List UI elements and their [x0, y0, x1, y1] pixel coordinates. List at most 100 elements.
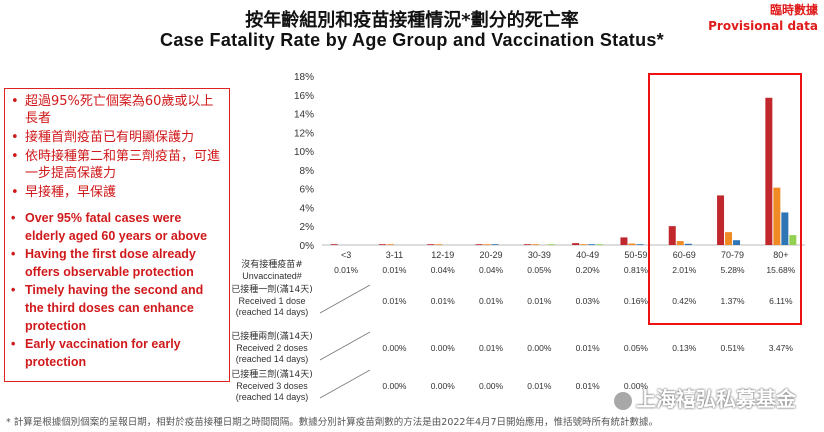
empty-cell-marker [319, 284, 371, 314]
provisional-zh: 臨時數據 [769, 3, 818, 17]
y-tick-label: 14% [294, 110, 314, 121]
key-messages-en: Over 95% fatal cases were elderly aged 6… [11, 209, 223, 371]
bar [547, 244, 555, 245]
x-tick-label: 30-39 [528, 250, 551, 260]
data-label: 0.00% [382, 343, 407, 353]
data-label: 0.00% [527, 343, 552, 353]
x-tick-label: 70-79 [721, 250, 744, 260]
y-tick-label: 0% [300, 241, 315, 252]
bar [773, 187, 781, 245]
bar [330, 244, 338, 245]
data-label: 0.01% [334, 265, 359, 275]
bar [733, 240, 741, 245]
key-messages-zh: 超過95%死亡個案為60歲或以上長者 接種首劑疫苗已有明顯保護力 依時接種第二和… [11, 93, 223, 201]
data-label: 6.11% [769, 296, 793, 306]
y-tick-label: 16% [294, 91, 314, 102]
y-tick-label: 6% [300, 185, 315, 196]
data-label: 5.28% [720, 265, 745, 275]
chart-title-zh: 按年齡組別和疫苗接種情況*劃分的死亡率 [245, 10, 579, 31]
data-label: 0.00% [479, 381, 504, 391]
y-tick-label: 18% [294, 72, 314, 83]
data-label: 0.00% [431, 343, 456, 353]
bar [435, 244, 443, 245]
data-label: 15.68% [766, 265, 795, 275]
key-message-en: Having the first dose already offers obs… [11, 245, 223, 281]
bar [596, 244, 604, 245]
data-label: 0.42% [672, 296, 697, 306]
x-tick-label: 12-19 [431, 250, 454, 260]
data-label: 0.81% [624, 265, 649, 275]
bar [475, 244, 483, 245]
bar [531, 244, 539, 245]
data-label: 0.01% [576, 343, 601, 353]
y-tick-label: 8% [300, 166, 315, 177]
key-message-en: Timely having the second and the third d… [11, 281, 223, 335]
series-label-zh: 已接種一劑(滿14天) [231, 283, 312, 295]
provisional-en: Provisional data [708, 19, 818, 33]
series-label-en: Unvaccinated# [242, 271, 302, 281]
data-label: 2.01% [672, 265, 697, 275]
data-label: 0.03% [576, 296, 601, 306]
empty-cell-marker [319, 331, 371, 361]
key-message-zh: 早接種，早保護 [11, 184, 223, 201]
data-label: 0.01% [431, 296, 456, 306]
bar [427, 244, 435, 245]
chart-title-en: Case Fatality Rate by Age Group and Vacc… [160, 30, 664, 50]
bar [684, 243, 692, 245]
data-label: 0.04% [479, 265, 504, 275]
data-label: 1.37% [720, 296, 745, 306]
x-tick-label: 20-29 [480, 250, 503, 260]
wechat-icon [614, 391, 632, 410]
data-label: 0.13% [672, 343, 697, 353]
x-tick-label: 60-69 [673, 250, 696, 260]
bar [628, 243, 636, 245]
data-label: 0.00% [382, 381, 407, 391]
bar [378, 244, 386, 245]
data-label: 0.01% [382, 296, 407, 306]
bar [620, 237, 628, 245]
series-label-zh: 已接種兩劑(滿14天) [231, 330, 312, 342]
bar [636, 244, 644, 245]
bar [717, 195, 725, 245]
watermark-text: 上海禧弘私募基金 [636, 387, 796, 411]
series-label-en: Received 3 doses [236, 381, 308, 391]
data-label: 0.05% [527, 265, 552, 275]
provisional-note: 臨時數據 Provisional data [708, 2, 818, 34]
bar [789, 235, 797, 245]
bar [588, 244, 596, 245]
footnote: * 計算是根據個別個案的呈報日期，相對於疫苗接種日期之時間間隔。數據分別計算疫苗… [6, 417, 659, 428]
bar [483, 244, 491, 245]
y-tick-label: 4% [300, 203, 315, 214]
y-tick-label: 2% [300, 222, 315, 233]
bar [386, 244, 394, 245]
data-label: 0.01% [527, 296, 552, 306]
data-label: 0.01% [382, 265, 407, 275]
data-label: 0.00% [624, 381, 649, 391]
data-label: 0.20% [576, 265, 601, 275]
bar [725, 232, 733, 245]
bar [580, 244, 588, 245]
elderly-highlight-box [648, 73, 802, 325]
x-tick-label: 50-59 [624, 250, 647, 260]
data-label: 0.04% [431, 265, 456, 275]
key-message-en: Over 95% fatal cases were elderly aged 6… [11, 209, 223, 245]
series-label-en: Received 1 dose [238, 296, 305, 306]
empty-cell-marker [319, 369, 371, 399]
key-message-zh: 接種首劑疫苗已有明顯保護力 [11, 129, 223, 146]
x-tick-label: <3 [341, 250, 351, 260]
y-tick-label: 10% [294, 147, 314, 158]
key-message-zh: 依時接種第二和第三劑疫苗，可進一步提高保護力 [11, 148, 223, 182]
series-label-en-note: (reached 14 days) [236, 392, 309, 402]
key-messages-box: 超過95%死亡個案為60歲或以上長者 接種首劑疫苗已有明顯保護力 依時接種第二和… [4, 88, 230, 382]
data-label: 0.01% [479, 343, 504, 353]
bar [781, 212, 789, 245]
bar [676, 241, 684, 245]
data-label: 0.16% [624, 296, 649, 306]
data-label: 0.51% [720, 343, 745, 353]
series-label-en-note: (reached 14 days) [236, 307, 309, 317]
key-message-en: Early vaccination for early protection [11, 335, 223, 371]
series-label-zh: 已接種三劑(滿14天) [231, 368, 312, 380]
series-label-en: Received 2 doses [236, 343, 308, 353]
bar [572, 243, 580, 245]
data-label: 0.05% [624, 343, 649, 353]
